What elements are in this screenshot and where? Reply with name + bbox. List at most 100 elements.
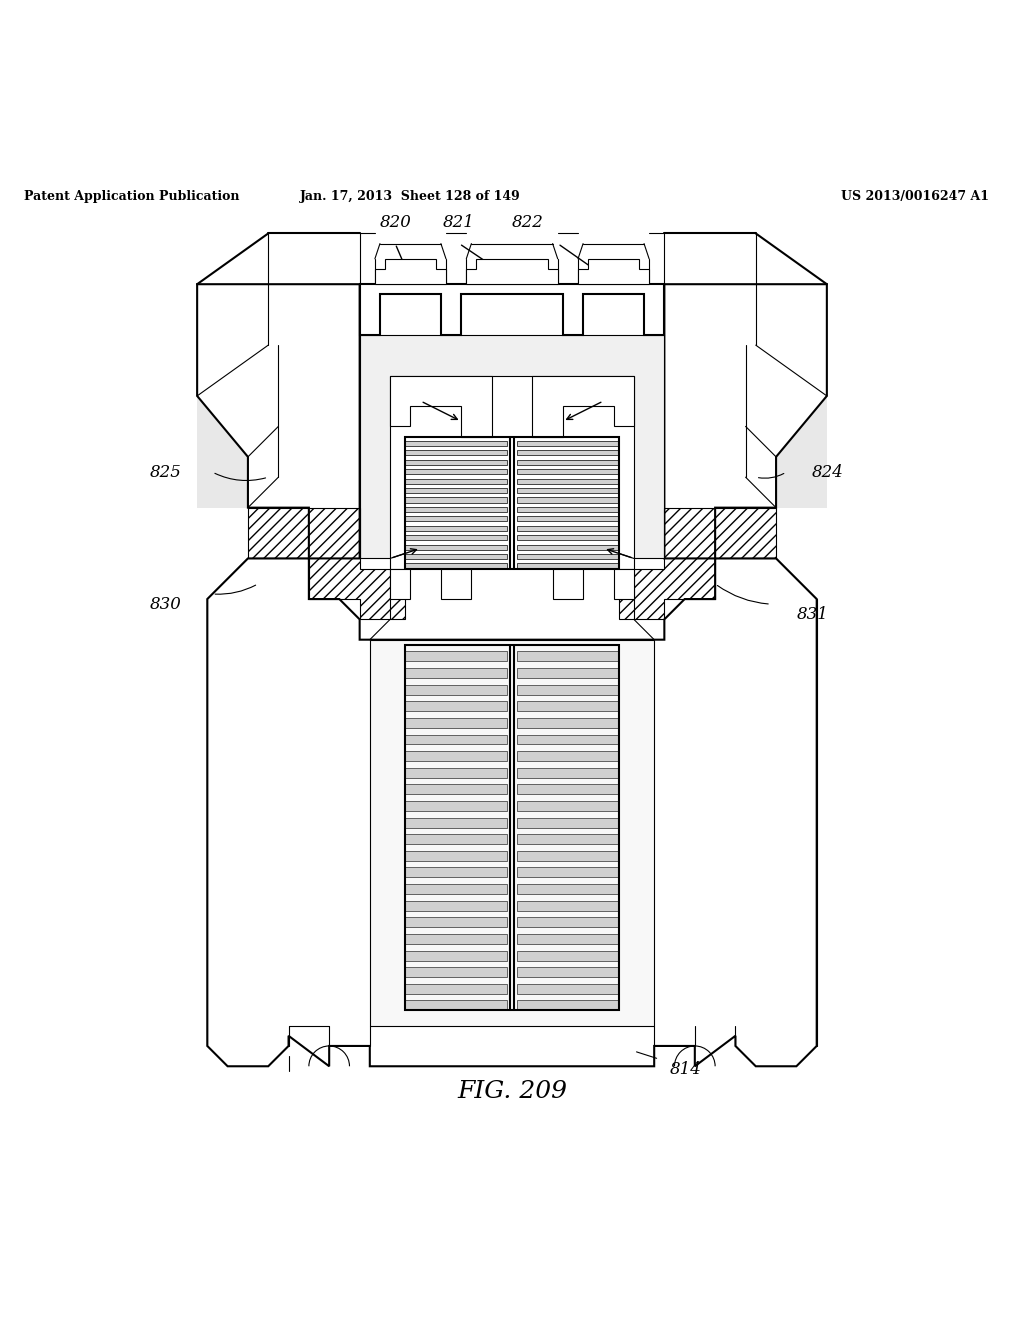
Polygon shape — [613, 569, 634, 599]
Bar — [406, 545, 507, 549]
Bar — [517, 450, 618, 455]
Bar — [406, 851, 507, 861]
Bar — [517, 488, 618, 494]
Bar — [517, 545, 618, 549]
Bar — [406, 900, 507, 911]
Text: Jan. 17, 2013  Sheet 128 of 149: Jan. 17, 2013 Sheet 128 of 149 — [300, 190, 521, 203]
Bar — [517, 917, 618, 928]
Bar — [517, 817, 618, 828]
Bar — [406, 917, 507, 928]
Bar — [517, 498, 618, 503]
Bar — [406, 554, 507, 560]
Text: US 2013/0016247 A1: US 2013/0016247 A1 — [842, 190, 989, 203]
Text: 831: 831 — [797, 606, 828, 623]
Polygon shape — [390, 376, 492, 437]
Polygon shape — [665, 284, 826, 558]
Polygon shape — [390, 569, 411, 599]
Bar — [406, 516, 507, 521]
Text: Patent Application Publication: Patent Application Publication — [25, 190, 240, 203]
Bar — [517, 516, 618, 521]
Bar — [406, 668, 507, 678]
Bar — [198, 284, 248, 508]
Bar — [406, 935, 507, 944]
Bar — [517, 884, 618, 894]
Bar — [517, 801, 618, 810]
Bar — [406, 651, 507, 661]
Bar — [406, 701, 507, 711]
Bar — [517, 734, 618, 744]
Bar — [517, 535, 618, 540]
Bar — [517, 564, 618, 569]
Bar — [517, 718, 618, 727]
Bar — [517, 459, 618, 465]
Bar — [406, 817, 507, 828]
Bar — [517, 968, 618, 977]
Bar — [406, 867, 507, 878]
Bar — [517, 983, 618, 994]
Text: 814: 814 — [670, 1061, 701, 1078]
Bar — [517, 554, 618, 560]
Bar — [406, 950, 507, 961]
Bar — [517, 935, 618, 944]
Bar — [406, 469, 507, 474]
Polygon shape — [375, 259, 446, 284]
Bar — [406, 437, 618, 569]
Bar — [406, 525, 507, 531]
Bar — [406, 983, 507, 994]
Bar — [517, 867, 618, 878]
Text: 824: 824 — [812, 463, 844, 480]
Text: 821: 821 — [443, 214, 475, 231]
Bar — [406, 968, 507, 977]
Bar — [517, 751, 618, 762]
Bar — [406, 801, 507, 810]
Bar — [406, 535, 507, 540]
Bar — [517, 1001, 618, 1010]
Bar — [517, 784, 618, 795]
Polygon shape — [532, 376, 634, 437]
Bar — [406, 884, 507, 894]
Bar — [406, 507, 507, 512]
Bar — [406, 1001, 507, 1010]
Bar — [406, 488, 507, 494]
Bar — [517, 950, 618, 961]
Polygon shape — [578, 259, 649, 284]
Bar — [517, 479, 618, 483]
Bar — [517, 900, 618, 911]
Text: 825: 825 — [151, 463, 182, 480]
Bar — [406, 768, 507, 777]
Bar — [517, 651, 618, 661]
Bar — [406, 450, 507, 455]
Bar — [406, 459, 507, 465]
Bar — [406, 734, 507, 744]
Bar — [517, 685, 618, 694]
Text: 822: 822 — [511, 214, 543, 231]
Bar — [406, 834, 507, 845]
Bar — [517, 668, 618, 678]
Polygon shape — [370, 640, 654, 1026]
Bar — [517, 834, 618, 845]
Bar — [406, 718, 507, 727]
Polygon shape — [441, 569, 471, 599]
Bar — [406, 479, 507, 483]
Text: 820: 820 — [379, 214, 411, 231]
Bar — [776, 284, 826, 508]
Bar — [517, 701, 618, 711]
Bar — [517, 469, 618, 474]
Bar — [406, 784, 507, 795]
Polygon shape — [207, 558, 817, 1067]
Bar — [517, 441, 618, 446]
Bar — [406, 751, 507, 762]
Polygon shape — [359, 335, 665, 558]
Bar — [517, 768, 618, 777]
Bar — [406, 685, 507, 694]
Polygon shape — [466, 259, 558, 284]
Polygon shape — [359, 284, 665, 335]
Bar — [406, 441, 507, 446]
Bar — [517, 525, 618, 531]
Polygon shape — [553, 569, 583, 599]
Text: FIG. 209: FIG. 209 — [457, 1080, 567, 1104]
Bar — [406, 498, 507, 503]
Polygon shape — [198, 284, 359, 558]
Bar — [406, 644, 618, 1010]
Bar — [517, 507, 618, 512]
